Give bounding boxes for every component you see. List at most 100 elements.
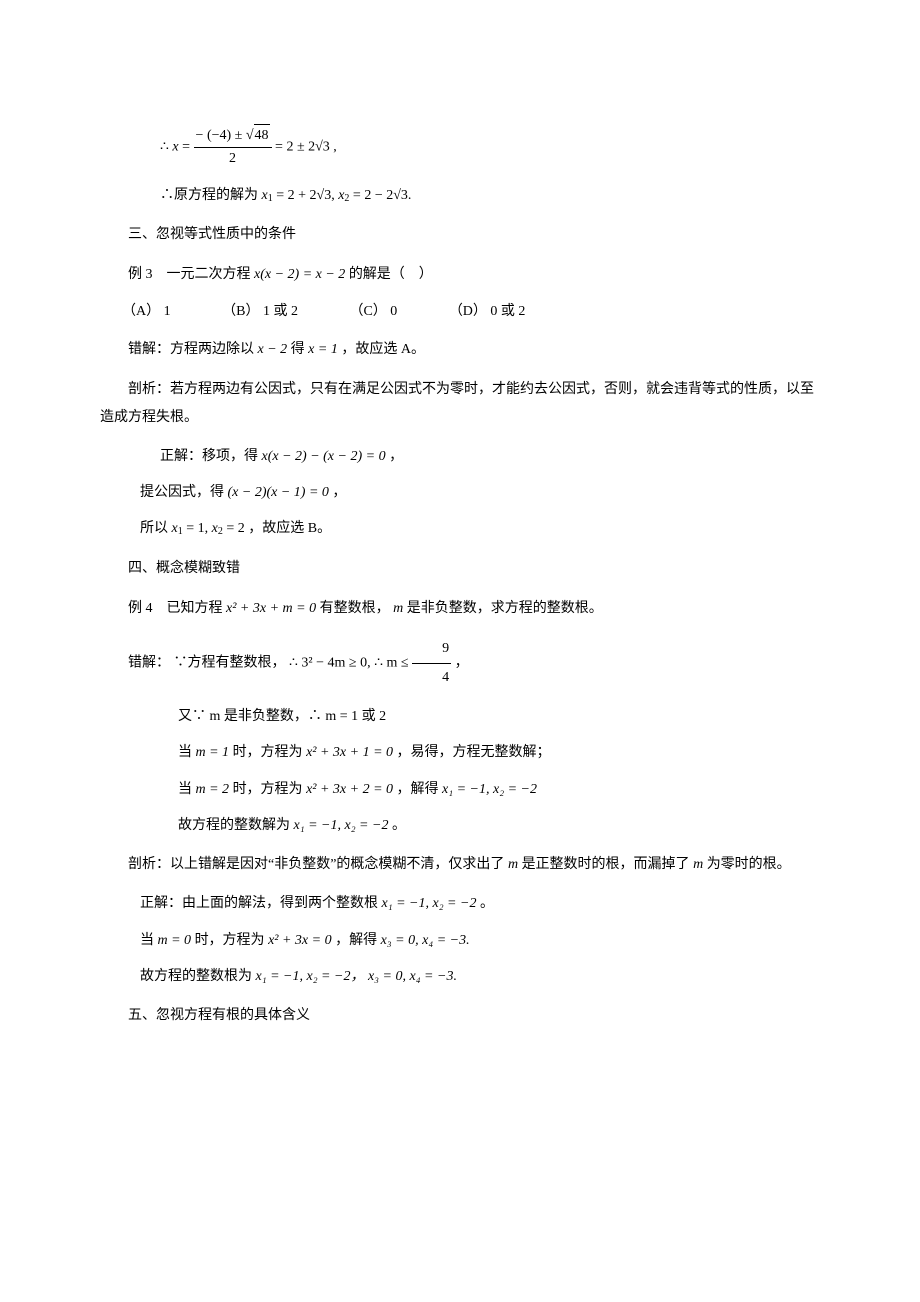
s-pre: 例 4 已知方程 [128, 601, 226, 616]
stem-pre: 例 3 一元二次方程 [128, 267, 254, 282]
w4-mid: 时，方程为 [233, 782, 307, 797]
w3-post: ，易得，方程无整数解； [397, 745, 551, 760]
fraction: − (−4) ± 48 2 [194, 124, 272, 171]
wrong-mid: 得 [291, 342, 309, 357]
stem-post: 的解是（ ） [349, 267, 433, 282]
w1-frac: 9 4 [412, 635, 451, 692]
cc2-mid: 时，方程为 [195, 933, 269, 948]
s-m: m [393, 601, 403, 616]
radicand: 48 [254, 124, 270, 147]
document-page: ∴ x = − (−4) ± 48 2 = 2 ± 2√3 , ∴原方程的解为 … [0, 0, 920, 1302]
denominator: 2 [194, 148, 272, 170]
c3-s2: 2 [218, 526, 223, 537]
w5-post: 。 [392, 818, 406, 833]
x2-val: = 2 − 2√3. [353, 188, 411, 203]
w4-eq: x² + 3x + 2 = 0 [306, 782, 393, 797]
a-pre: 剖析：以上错解是因对“非负整数”的概念模糊不清，仅求出了 [128, 857, 508, 872]
c2-pre: 提公因式，得 [140, 485, 228, 500]
c3-v2: = 2 [226, 521, 244, 536]
section-4-title: 四、概念模糊致错 [100, 555, 820, 583]
w3-pre: 当 [178, 745, 196, 760]
cc2-pre: 当 [140, 933, 158, 948]
example-4-wrong-5: 故方程的整数解为 x₁ = −1, x₂ = −2 。 [100, 815, 820, 837]
equation-line-2: ∴原方程的解为 x1 = 2 + 2√3, x2 = 2 − 2√3. [100, 185, 820, 207]
equals: = [182, 140, 193, 155]
c3-post: ，故应选 B。 [248, 521, 331, 536]
cc1-r: x₁ = −1, x₂ = −2 [382, 896, 477, 911]
cc3-pre: 故方程的整数根为 [140, 969, 256, 984]
w1-b: ∵方程有整数根， [174, 655, 286, 670]
w4-pre: 当 [178, 782, 196, 797]
c1-post: ， [389, 449, 403, 464]
tail: = 2 ± 2√3 , [275, 140, 337, 155]
var-x: x [172, 140, 178, 155]
example-4-wrong-1: 错解： ∵方程有整数根， ∴ 3² − 4m ≥ 0, ∴ m ≤ 9 4 ， [100, 635, 820, 692]
w1-post: ， [455, 655, 469, 670]
sqrt-icon: 48 [246, 124, 270, 147]
option-d: （D） 0 或 2 [449, 304, 526, 319]
example-4-correct-2: 当 m = 0 时，方程为 x² + 3x = 0 ，解得 x₃ = 0, x₄… [100, 930, 820, 952]
equation-line-1: ∴ x = − (−4) ± 48 2 = 2 ± 2√3 , [100, 124, 820, 171]
w3-m: m = 1 [196, 745, 230, 760]
stem-math: x(x − 2) = x − 2 [254, 267, 345, 282]
w3-mid: 时，方程为 [233, 745, 307, 760]
example-4-analysis: 剖析：以上错解是因对“非负整数”的概念模糊不清，仅求出了 m 是正整数时的根，而… [100, 851, 820, 879]
w4-m: m = 2 [196, 782, 230, 797]
sub2: 2 [344, 193, 349, 204]
cc2-eq: x² + 3x = 0 [268, 933, 332, 948]
c2-math: (x − 2)(x − 1) = 0 [228, 485, 329, 500]
example-3-options: （A） 1 （B） 1 或 2 （C） 0 （D） 0 或 2 [100, 301, 820, 323]
wrong-post: ，故应选 A。 [341, 342, 425, 357]
a-m1: m [508, 857, 518, 872]
example-4-stem: 例 4 已知方程 x² + 3x + m = 0 有整数根， m 是非负整数，求… [100, 595, 820, 623]
s-mid: 有整数根， [320, 601, 390, 616]
example-4-correct-3: 故方程的整数根为 x₁ = −1, x₂ = −2， x₃ = 0, x₄ = … [100, 966, 820, 988]
c1-pre: 正解：移项，得 [160, 449, 262, 464]
w4-post: ，解得 [397, 782, 443, 797]
w4-r: x₁ = −1, x₂ = −2 [442, 782, 537, 797]
a-mid: 是正整数时的根，而漏掉了 [522, 857, 694, 872]
w1-num: 9 [412, 635, 451, 664]
c2-post: ， [332, 485, 346, 500]
num-text: − (−4) ± [196, 128, 246, 143]
example-4-wrong-4: 当 m = 2 时，方程为 x² + 3x + 2 = 0 ，解得 x₁ = −… [100, 779, 820, 801]
cc3-r: x₁ = −1, x₂ = −2， x₃ = 0, x₄ = −3. [256, 969, 457, 984]
w2: 又∵ m 是非负整数，∴ m = 1 或 2 [178, 709, 386, 724]
example-3-correct-2: 提公因式，得 (x − 2)(x − 1) = 0 ， [100, 482, 820, 504]
cc2-post: ，解得 [335, 933, 381, 948]
example-3-correct-1: 正解：移项，得 x(x − 2) − (x − 2) = 0 ， [100, 446, 820, 468]
numerator: − (−4) ± 48 [194, 124, 272, 148]
sub1: 1 [268, 193, 273, 204]
a-post: 为零时的根。 [707, 857, 791, 872]
example-4-wrong-2: 又∵ m 是非负整数，∴ m = 1 或 2 [100, 706, 820, 728]
section-5-title: 五、忽视方程有根的具体含义 [100, 1002, 820, 1030]
s-post: 是非负整数，求方程的整数根。 [407, 601, 603, 616]
w3-eq: x² + 3x + 1 = 0 [306, 745, 393, 760]
example-3-analysis: 剖析：若方程两边有公因式，只有在满足公因式不为零时，才能约去公因式，否则，就会违… [100, 376, 820, 432]
option-b: （B） 1 或 2 [222, 304, 298, 319]
option-c: （C） 0 [349, 304, 397, 319]
example-3-stem: 例 3 一元二次方程 x(x − 2) = x − 2 的解是（ ） [100, 261, 820, 289]
example-4-wrong-3: 当 m = 1 时，方程为 x² + 3x + 1 = 0 ，易得，方程无整数解… [100, 742, 820, 764]
section-3-title: 三、忽视等式性质中的条件 [100, 221, 820, 249]
example-3-wrong: 错解：方程两边除以 x − 2 得 x = 1 ，故应选 A。 [100, 336, 820, 364]
s-math: x² + 3x + m = 0 [226, 601, 316, 616]
cc1-pre: 正解：由上面的解法，得到两个整数根 [140, 896, 382, 911]
w1-pre: 错解： [128, 655, 170, 670]
cc2-m: m = 0 [158, 933, 192, 948]
c3-pre: 所以 [140, 521, 172, 536]
w5-r: x₁ = −1, x₂ = −2 [294, 818, 389, 833]
example-4-correct-1: 正解：由上面的解法，得到两个整数根 x₁ = −1, x₂ = −2 。 [100, 893, 820, 915]
wrong-pre: 错解：方程两边除以 [128, 342, 258, 357]
w1-t: ∴ 3² − 4m ≥ 0, ∴ m ≤ [289, 655, 412, 670]
conclusion-prefix: ∴原方程的解为 [160, 188, 258, 203]
cc2-r: x₃ = 0, x₄ = −3. [381, 933, 470, 948]
c1-math: x(x − 2) − (x − 2) = 0 [262, 449, 386, 464]
wrong-m1: x − 2 [258, 342, 288, 357]
option-a: （A） 1 [122, 304, 171, 319]
x1-val: = 2 + 2√3, [276, 188, 338, 203]
w1-den: 4 [412, 664, 451, 692]
a-m2: m [693, 857, 703, 872]
c3-v1: = 1, [186, 521, 211, 536]
math-therefore: ∴ [160, 140, 172, 155]
